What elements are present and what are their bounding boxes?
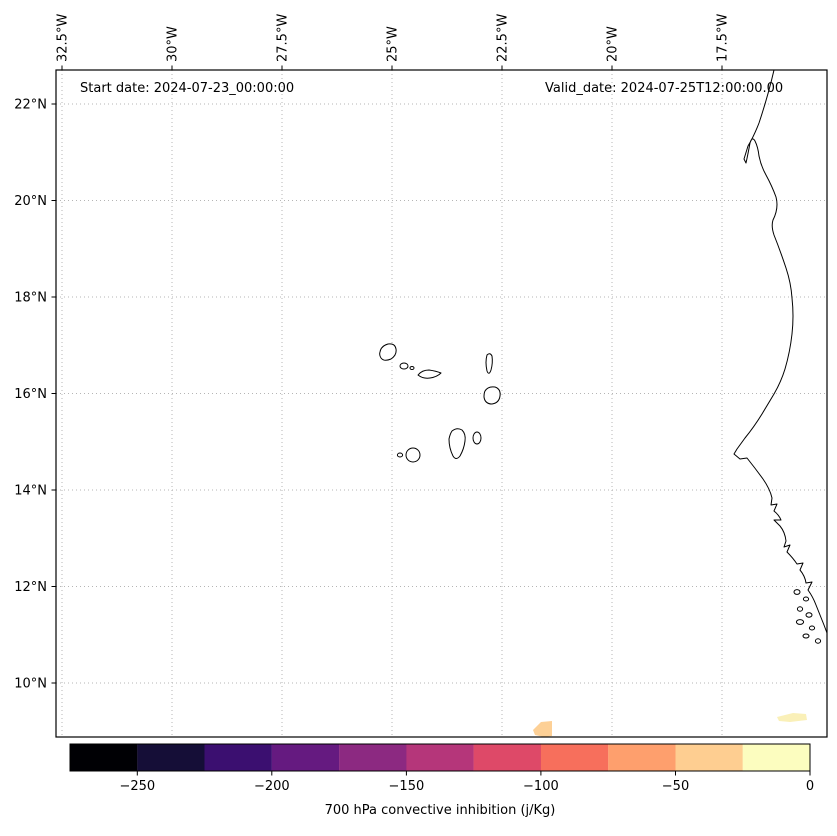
- island-brava: [396, 452, 404, 458]
- africa-coastline: [733, 69, 828, 634]
- colorbar-tick-labels: −250 −200 −150 −100 −50 0: [119, 779, 814, 794]
- colorbar-segment: [473, 744, 541, 771]
- colorbar-title: 700 hPa convective inhibition (j/Kg): [325, 803, 556, 818]
- island-sao-nicolau: [417, 369, 442, 379]
- y-tick-label: 10°N: [14, 677, 47, 692]
- cin-patch-south-central: [533, 721, 552, 737]
- colorbar: −250 −200 −150 −100 −50 0 700 hPa convec…: [69, 743, 814, 818]
- x-tick-label: 17.5°W: [716, 14, 731, 62]
- island: [796, 606, 804, 612]
- x-tick-labels: 32.5°W 30°W 27.5°W 25°W 22.5°W 20°W 17.5…: [56, 14, 731, 62]
- cape-verde-islands: [379, 343, 501, 463]
- colorbar-tick-label: 0: [806, 779, 814, 794]
- island: [808, 625, 816, 631]
- gridlines: [56, 70, 827, 737]
- colorbar-segment: [675, 744, 743, 771]
- y-tick-label: 14°N: [14, 484, 47, 499]
- island: [805, 612, 813, 618]
- x-tick-label: 30°W: [166, 26, 181, 62]
- y-tick-label: 18°N: [14, 291, 47, 306]
- island-maio: [472, 431, 482, 445]
- y-tick-label: 12°N: [14, 580, 47, 595]
- x-tick-label: 20°W: [606, 26, 621, 62]
- x-tick-label: 32.5°W: [56, 14, 71, 62]
- colorbar-segment: [204, 744, 272, 771]
- y-tick-label: 22°N: [14, 98, 47, 113]
- bijagos-islands: [793, 589, 822, 644]
- left-axis-ticks: [51, 103, 56, 684]
- island: [802, 633, 810, 639]
- y-tick-label: 16°N: [14, 387, 47, 402]
- island: [802, 596, 810, 602]
- island-santo-antao: [379, 343, 397, 361]
- colorbar-tick-label: −250: [119, 779, 155, 794]
- colorbar-tick-label: −150: [389, 779, 425, 794]
- y-tick-label: 20°N: [14, 194, 47, 209]
- island-fogo: [405, 447, 421, 463]
- colorbar-tick-label: −50: [662, 779, 689, 794]
- colorbar-segment: [70, 744, 138, 771]
- colorbar-segment: [137, 744, 205, 771]
- top-axis-ticks: [61, 65, 723, 70]
- island: [793, 589, 801, 595]
- island-sal: [485, 353, 493, 374]
- valid-date-annotation: Valid_date: 2024-07-25T12:00:00.00: [545, 81, 783, 96]
- island: [814, 638, 822, 644]
- x-tick-label: 27.5°W: [276, 14, 291, 62]
- colorbar-outline: [69, 743, 811, 772]
- plot-border: [55, 69, 828, 738]
- colorbar-segment: [271, 744, 340, 771]
- island-sao-vicente: [399, 362, 409, 370]
- colorbar-ticks: [136, 771, 811, 776]
- colorbar-segments: [70, 744, 810, 771]
- colorbar-segment: [406, 744, 474, 771]
- x-tick-label: 25°W: [386, 26, 401, 62]
- colorbar-tick-label: −100: [523, 779, 559, 794]
- y-tick-labels: 22°N 20°N 18°N 16°N 14°N 12°N 10°N: [14, 98, 47, 692]
- island-santiago: [448, 428, 466, 459]
- x-tick-label: 22.5°W: [496, 14, 511, 62]
- colorbar-segment: [608, 744, 676, 771]
- colorbar-segment: [540, 744, 609, 771]
- colorbar-segment: [742, 744, 810, 771]
- start-date-annotation: Start date: 2024-07-23_00:00:00: [80, 81, 294, 96]
- coastline: [733, 69, 828, 634]
- cin-patches: [533, 713, 807, 737]
- colorbar-segment: [339, 744, 407, 771]
- island: [795, 619, 805, 625]
- island-santa-luzia: [409, 366, 415, 370]
- colorbar-tick-label: −200: [254, 779, 290, 794]
- cin-patch-southeast: [777, 713, 807, 722]
- island-boa-vista: [483, 386, 501, 405]
